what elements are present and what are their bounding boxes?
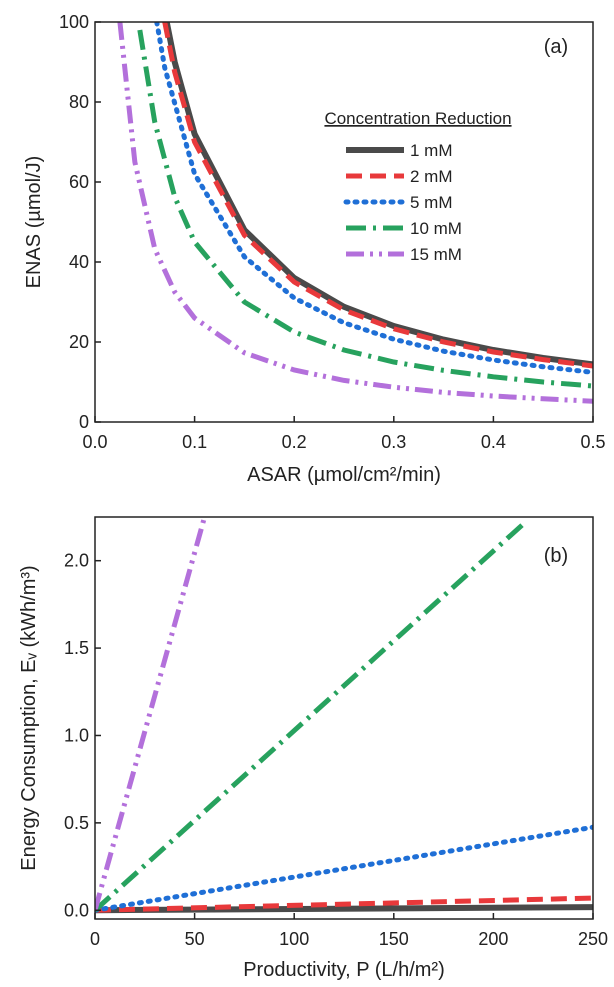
panel-b-y-tick-label: 2.0 (64, 551, 89, 571)
panel-a-series (117, 22, 593, 404)
panel-b-x-tick-label: 50 (185, 929, 205, 949)
panel-b-y-tick-label: 1.0 (64, 725, 89, 745)
panel-a-label: (a) (544, 36, 568, 58)
panel-b-series (95, 517, 593, 914)
panel-b-x-tick-label: 250 (578, 929, 608, 949)
panel-a-y-ticks: 0 20 40 60 80 100 (59, 12, 101, 432)
panel-b-series-2-mm (95, 895, 593, 913)
panel-a-y-tick-label: 40 (69, 252, 89, 272)
panel-a-frame (94, 21, 594, 423)
panel-b-xlabel: Productivity, P (L/h/m²) (243, 959, 445, 981)
legend-title: Concentration Reduction (324, 109, 511, 128)
panel-a-x-tick-label: 0.3 (381, 432, 406, 452)
panel-a-series-15-mm (117, 22, 593, 404)
panel-b-y-tick-label: 0.0 (64, 900, 89, 920)
legend-label-1-mm: 1 mM (410, 141, 453, 160)
panel-b-x-tick-label: 200 (478, 929, 508, 949)
panel-a-x-ticks: 0.0 0.1 0.2 0.3 0.4 0.5 (82, 416, 606, 452)
panel-b-label: (b) (544, 545, 568, 567)
panel-a-x-tick-label: 0.0 (82, 432, 107, 452)
legend-entries: 1 mM 2 mM 5 mM 10 mM 15 mM (343, 141, 462, 264)
panel-a-y-tick-label: 20 (69, 332, 89, 352)
panel-a-series-1-mm (163, 22, 593, 368)
panel-a-x-tick-label: 0.2 (282, 432, 307, 452)
panel-a-ylabel: ENAS (µmol/J) (23, 156, 45, 289)
panel-b-y-tick-label: 0.5 (64, 813, 89, 833)
legend-label-5-mm: 5 mM (410, 193, 453, 212)
panel-b-y-tick-label: 1.5 (64, 638, 89, 658)
panel-b: 0 50 100 150 200 250 0.0 0.5 1.0 1.5 2.0 (b) Prod… (18, 516, 608, 981)
panel-a-y-tick-label: 0 (79, 412, 89, 432)
panel-b-series-10-mm (95, 520, 527, 913)
panel-b-x-tick-label: 0 (90, 929, 100, 949)
panel-a-series-10-mm (137, 29, 593, 389)
panel-b-x-ticks: 0 50 100 150 200 250 (90, 913, 608, 949)
panel-a-series-5-mm (154, 22, 593, 375)
panel-b-y-ticks: 0.0 0.5 1.0 1.5 2.0 (64, 551, 101, 920)
panel-a: 0.0 0.1 0.2 0.3 0.4 0.5 0 20 40 60 80 100 (a) ASAR… (23, 12, 606, 486)
panel-b-series-5-mm (95, 824, 593, 913)
panel-a-x-tick-label: 0.1 (182, 432, 207, 452)
panel-a-y-tick-label: 100 (59, 12, 89, 32)
panel-a-y-tick-label: 80 (69, 92, 89, 112)
panel-a-x-tick-label: 0.5 (580, 432, 605, 452)
legend-label-15-mm: 15 mM (410, 245, 462, 264)
panel-b-frame (94, 516, 594, 920)
panel-a-series-2-mm (162, 22, 593, 369)
panel-b-x-tick-label: 100 (279, 929, 309, 949)
panel-a-xlabel: ASAR (µmol/cm²/min) (247, 464, 441, 486)
panel-a-y-tick-label: 60 (69, 172, 89, 192)
panel-b-x-tick-label: 150 (379, 929, 409, 949)
legend-label-2-mm: 2 mM (410, 167, 453, 186)
panel-b-series-15-mm (95, 517, 207, 911)
legend-label-10-mm: 10 mM (410, 219, 462, 238)
panel-a-x-tick-label: 0.4 (481, 432, 506, 452)
legend: Concentration Reduction 1 mM 2 mM 5 mM 10 m… (324, 109, 511, 264)
panel-b-ylabel: Energy Consumption, Eᵥ (kWh/m³) (18, 565, 40, 870)
